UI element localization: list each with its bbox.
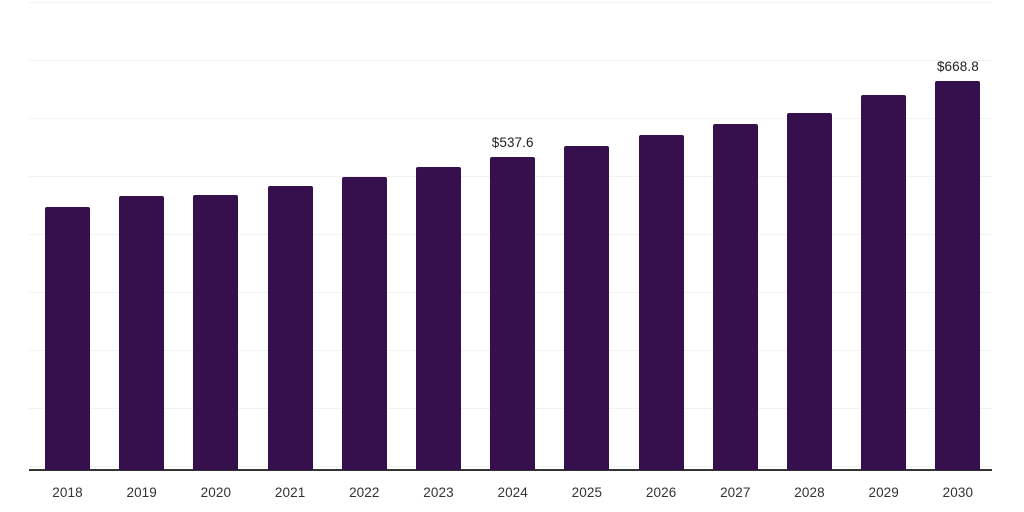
x-tick-label-2019: 2019 [126, 485, 157, 500]
x-tick-label-2024: 2024 [497, 485, 528, 500]
x-tick-label-2023: 2023 [423, 485, 454, 500]
bar-value-label-2024: $537.6 [491, 135, 534, 151]
x-tick-label-2027: 2027 [720, 485, 751, 500]
bar-2029[interactable] [861, 94, 907, 470]
x-tick-label-2029: 2029 [868, 485, 899, 500]
bar-2030[interactable] [935, 81, 981, 470]
x-tick-label-2018: 2018 [52, 485, 83, 500]
x-tick-label-2028: 2028 [794, 485, 825, 500]
bar-2022[interactable] [341, 176, 387, 470]
bar-2021[interactable] [267, 185, 313, 470]
bar-2023[interactable] [416, 166, 461, 470]
x-tick-label-2021: 2021 [274, 485, 306, 500]
gridline [29, 60, 992, 61]
x-tick-label-2026: 2026 [645, 485, 677, 500]
bar-2020[interactable] [193, 194, 239, 470]
bar-2019[interactable] [119, 195, 165, 470]
gridline [29, 118, 992, 119]
bar-2025[interactable] [564, 145, 610, 470]
x-tick-label-2030: 2030 [942, 485, 974, 500]
bar-2028[interactable] [787, 112, 832, 470]
x-tick-label-2020: 2020 [200, 485, 232, 500]
bar-2026[interactable] [638, 134, 684, 470]
x-tick-label-2025: 2025 [571, 485, 603, 500]
bar-2024[interactable] [490, 157, 536, 470]
bar-2018[interactable] [45, 206, 90, 470]
gridline [29, 2, 992, 3]
x-tick-label-2022: 2022 [349, 485, 380, 500]
bar-value-label-2030: $668.8 [936, 59, 979, 75]
x-axis-line [29, 469, 992, 471]
bar-2027[interactable] [712, 123, 758, 470]
